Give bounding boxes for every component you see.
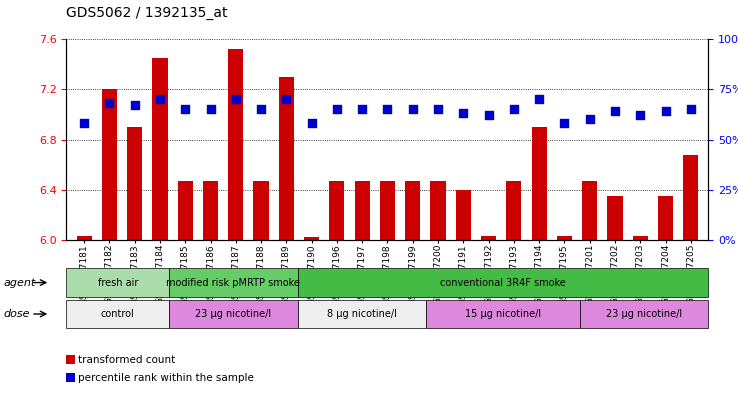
Point [508,107,520,113]
Bar [152,58,168,240]
Point [609,108,621,115]
Text: modified risk pMRTP smoke: modified risk pMRTP smoke [166,277,300,288]
Bar [607,196,623,240]
Point [179,107,191,113]
Bar [253,181,269,240]
Text: dose: dose [4,309,30,319]
Point [331,107,342,113]
Point [534,96,545,103]
Bar [582,181,597,240]
Point [432,107,444,113]
Point [154,96,166,103]
Text: GDS5062 / 1392135_at: GDS5062 / 1392135_at [66,6,228,20]
Point [356,107,368,113]
Text: 8 µg nicotine/l: 8 µg nicotine/l [327,309,397,319]
Point [306,120,317,127]
Bar [455,189,471,240]
Bar [102,89,117,240]
Bar [354,181,370,240]
Text: agent: agent [4,277,36,288]
Point [584,116,596,123]
Bar [556,236,572,240]
Point [483,112,494,119]
Bar [228,49,244,240]
Point [660,108,672,115]
Bar [77,236,92,240]
Point [685,107,697,113]
Bar [481,236,496,240]
Text: transformed count: transformed count [78,354,176,365]
Bar [380,181,395,240]
Bar [632,236,648,240]
Point [128,102,140,108]
Text: 23 µg nicotine/l: 23 µg nicotine/l [196,309,272,319]
Point [230,96,241,103]
Bar [658,196,673,240]
Point [103,100,115,107]
Bar [203,181,218,240]
Bar [405,181,421,240]
Bar [304,237,320,240]
Text: 23 µg nicotine/l: 23 µg nicotine/l [606,309,683,319]
Point [635,112,646,119]
Point [204,107,216,113]
Bar [506,181,522,240]
Point [559,120,570,127]
Point [78,120,90,127]
Text: fresh air: fresh air [97,277,138,288]
Bar [127,127,142,240]
Bar [329,181,345,240]
Point [280,96,292,103]
Bar [279,77,294,240]
Bar [430,181,446,240]
Text: conventional 3R4F smoke: conventional 3R4F smoke [440,277,566,288]
Bar [178,181,193,240]
Bar [683,154,698,240]
Bar [531,127,547,240]
Point [407,107,418,113]
Point [382,107,393,113]
Point [255,107,267,113]
Point [458,110,469,117]
Text: control: control [101,309,134,319]
Text: percentile rank within the sample: percentile rank within the sample [78,373,254,383]
Text: 15 µg nicotine/l: 15 µg nicotine/l [465,309,541,319]
